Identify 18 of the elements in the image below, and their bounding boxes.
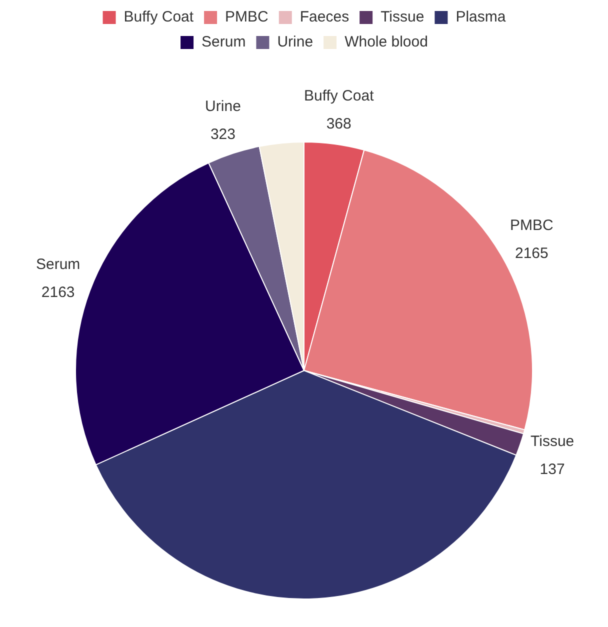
slice-label: Buffy Coat <box>304 87 375 104</box>
slice-label: Tissue <box>530 432 574 450</box>
data-label: 137 <box>540 460 565 478</box>
legend-label: PMBC <box>225 8 269 26</box>
data-label: 2163 <box>41 284 75 301</box>
legend-label: Whole blood <box>344 34 428 51</box>
slice-label: Urine <box>205 98 241 115</box>
data-label: 2165 <box>514 244 548 262</box>
slice-label: PMBC <box>510 216 554 234</box>
legend-label: Buffy Coat <box>124 8 194 26</box>
legend-label: Plasma <box>456 8 506 26</box>
data-label: 368 <box>326 115 352 132</box>
legend-label: Faeces <box>300 8 350 26</box>
slice-label: Serum <box>36 256 80 273</box>
legend-label: Urine <box>277 34 314 51</box>
legend-label: Tissue <box>380 8 424 26</box>
data-label: 323 <box>210 126 236 143</box>
legend-label: Serum <box>202 34 246 51</box>
